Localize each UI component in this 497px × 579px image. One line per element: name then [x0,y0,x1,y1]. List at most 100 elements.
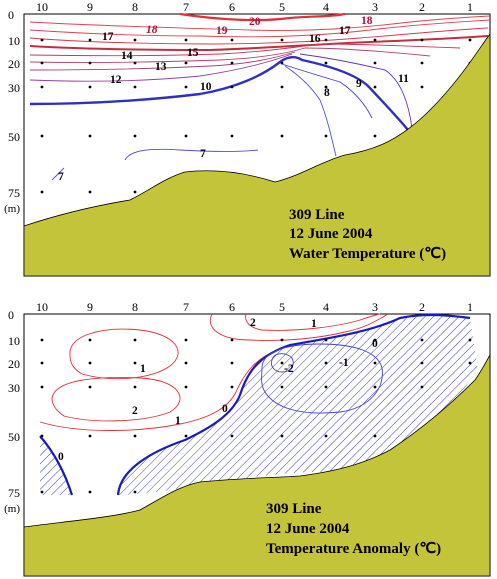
contour-label: 20 [249,16,261,28]
station-dot [184,338,188,342]
station-dot [40,134,44,138]
station-dot [373,85,377,89]
station-dot [420,85,424,89]
station-dot [230,61,234,65]
station-dot [373,38,377,42]
isotherm-12 [29,53,293,82]
contour-label: 15 [187,47,199,59]
contour-label: 1 [140,363,146,375]
station-dot [280,38,284,42]
contour-neg1 [261,343,383,414]
contour-labels: 20 19 18 18 17 17 16 15 14 13 12 11 10 9… [58,15,409,183]
station-dot [468,38,472,42]
isotherm-7b [51,167,65,181]
station-dot [324,38,328,42]
y-tick-label: 20 [8,57,20,71]
station-dot [133,434,137,438]
chart-title: 309 Line 12 June 2004 Temperature Anomal… [266,501,441,557]
contour-label: -2 [284,363,294,375]
station-dot [133,338,137,342]
station-dot [40,338,44,342]
station-dot [88,190,92,194]
station-dot [324,385,328,389]
station-dot [230,85,234,89]
station-dot [40,190,44,194]
y-tick-label: 10 [8,34,20,48]
y-tick-label: 50 [8,430,20,444]
contour-label: 13 [155,61,167,73]
isotherm-20 [179,12,346,22]
x-tick-label: 3 [372,0,378,14]
station-dot [230,361,234,365]
station-dot [88,61,92,65]
station-dot [373,61,377,65]
x-tick-label: 10 [36,300,48,314]
station-dot [40,85,44,89]
station-dot [184,434,188,438]
station-dot [88,134,92,138]
station-dot [133,385,137,389]
station-dot [88,38,92,42]
title-line: 309 Line [289,207,345,223]
station-dot [133,134,137,138]
isotherm-9 [281,63,373,119]
contour-1-outer [39,349,279,431]
y-unit-label: (m) [4,503,20,515]
contour-label: 19 [216,25,228,37]
x-tick-label: 7 [183,300,189,314]
x-tick-label: 4 [323,0,329,14]
y-tick-label: 0 [8,308,14,322]
station-dot [280,361,284,365]
x-tick-label: 9 [87,0,93,14]
contour-label: 16 [309,33,321,45]
station-dot [230,385,234,389]
water-temperature-chart: 20 19 18 18 17 17 16 15 14 13 12 11 10 9… [4,0,491,277]
y-tick-labels: 0 10 20 30 50 75 (m) [4,308,20,515]
station-dot [133,361,137,365]
contour-label: 10 [200,81,212,93]
contour-1-top [210,313,389,341]
station-dot [420,61,424,65]
station-dot [133,38,137,42]
station-dot [133,490,137,494]
chart-title: 309 Line 12 June 2004 Water Temperature … [289,207,446,262]
x-tick-labels: 10 9 8 7 6 5 4 3 2 1 [36,300,473,314]
contour-2-left [51,377,181,422]
contour-labels: 2 1 1 2 1 0 0 0 -1 -2 [58,317,378,463]
station-dot [40,38,44,42]
x-tick-label: 9 [87,300,93,314]
contour-label: 1 [175,415,181,427]
isotherm-15 [29,43,461,57]
anomaly-contours [39,313,471,496]
station-dot [280,61,284,65]
station-dot [468,361,472,365]
station-dot [40,61,44,65]
x-tick-label: 6 [229,300,235,314]
isotherm-14 [29,47,431,63]
station-dot [230,134,234,138]
station-dot [40,490,44,494]
y-tick-label: 30 [8,81,20,95]
temperature-anomaly-chart: 2 1 1 2 1 0 0 0 -1 -2 10 9 8 7 6 5 4 3 2… [4,300,491,577]
isotherm-10 [29,56,426,133]
y-tick-label: 10 [8,334,20,348]
station-dot [420,385,424,389]
x-tick-label: 5 [279,0,285,14]
x-tick-label: 6 [229,0,235,14]
negative-region-left [40,436,72,495]
contour-label: 18 [146,24,158,36]
isotherm-16 [29,35,489,52]
x-tick-label: 8 [132,0,138,14]
x-tick-label: 7 [183,0,189,14]
x-tick-label: 1 [467,0,473,14]
x-tick-label: 8 [132,300,138,314]
station-dot [420,338,424,342]
x-tick-label: 1 [467,300,473,314]
title-line: 309 Line [266,501,322,517]
isotherm-11 [299,53,413,129]
x-tick-label: 10 [36,0,48,14]
station-dot [420,361,424,365]
y-tick-labels: 0 10 20 30 50 75 (m) [4,8,20,215]
title-line: 12 June 2004 [289,226,373,242]
y-tick-label: 75 [8,486,20,500]
